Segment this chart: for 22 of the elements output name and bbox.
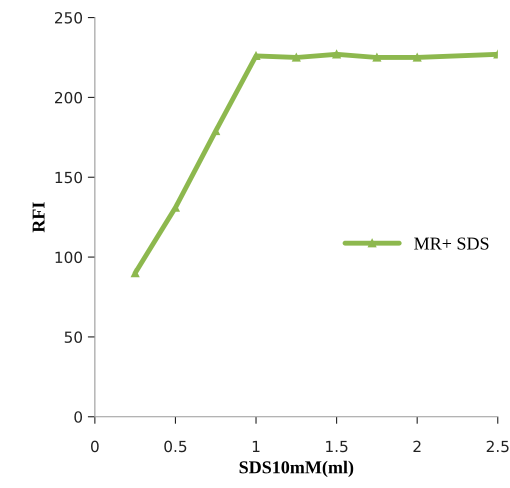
point: [252, 52, 260, 60]
point: [212, 126, 220, 136]
x-tick-label: 1: [252, 440, 260, 452]
y-tick-label: 0: [74, 411, 82, 423]
x-axis-title: SDS10mM(ml): [240, 460, 354, 478]
y-tick-label: 200: [55, 92, 82, 104]
point: [130, 268, 140, 278]
legend-label: MR+ SDS: [414, 238, 488, 250]
y-tick-label: 250: [55, 12, 82, 24]
point: [413, 53, 422, 62]
x-tick-label: 1.5: [326, 440, 348, 452]
x-tick-label: 0.5: [164, 440, 186, 452]
y-tick-label: 150: [56, 172, 82, 184]
x-tick-label: 0: [91, 440, 99, 452]
x-tick-label: 2.5: [486, 440, 509, 452]
point: [332, 50, 341, 58]
x-tick-label: 2: [413, 440, 421, 452]
y-axis-title: RFI: [32, 202, 44, 232]
y-tick-label: 50: [64, 331, 82, 343]
point: [372, 53, 382, 62]
point: [292, 53, 300, 62]
y-tick-label: 100: [56, 252, 82, 264]
